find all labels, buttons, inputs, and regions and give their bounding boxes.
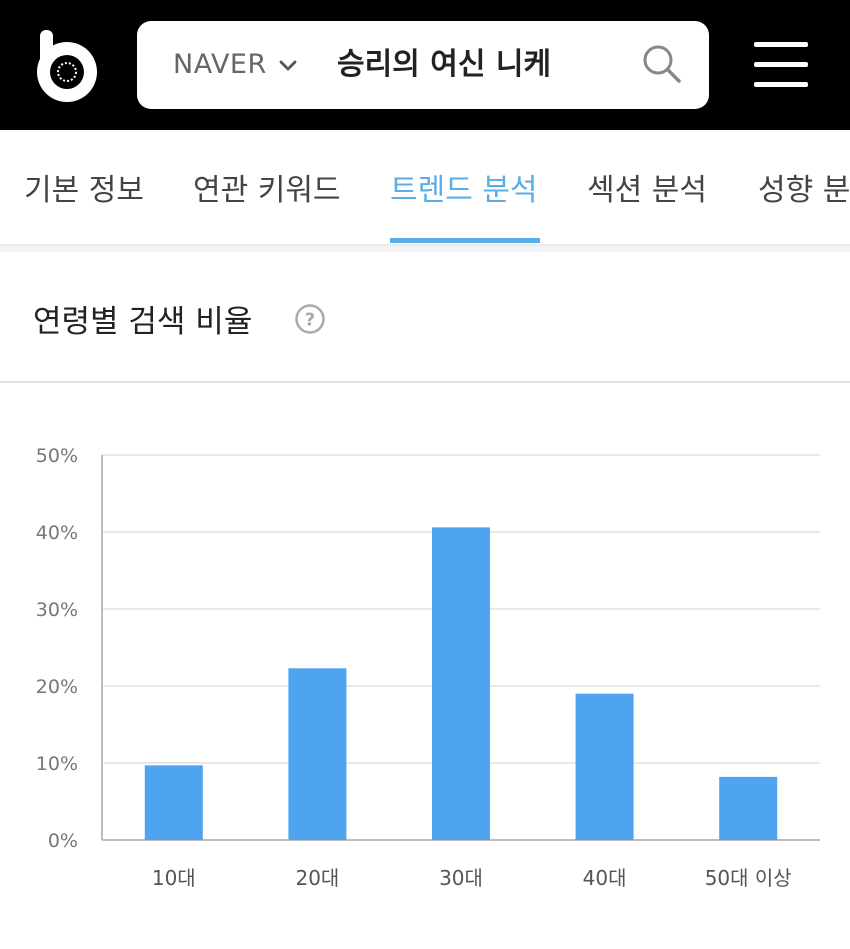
bar[interactable] — [575, 693, 634, 840]
x-tick-label: 10대 — [152, 866, 196, 890]
tab-basic-info[interactable]: 기본 정보 — [24, 173, 144, 208]
svg-text:?: ? — [305, 310, 315, 331]
section-title: 연령별 검색 비율 — [33, 304, 253, 340]
y-tick-label: 40% — [36, 522, 78, 544]
search-icon[interactable] — [639, 41, 685, 87]
bar[interactable] — [432, 527, 490, 840]
section-separator — [0, 246, 850, 252]
tab-tendency-analysis[interactable]: 성향 분 — [758, 173, 850, 208]
section-divider — [0, 381, 850, 383]
chevron-down-icon[interactable] — [277, 54, 299, 76]
search-input[interactable]: 승리의 여신 니케 — [337, 47, 552, 82]
x-tick-label: 40대 — [583, 866, 627, 890]
bar[interactable] — [288, 668, 347, 840]
x-tick-label: 30대 — [439, 866, 483, 890]
tab-section-analysis[interactable]: 섹션 분석 — [587, 173, 707, 208]
y-tick-label: 10% — [36, 753, 78, 775]
bar[interactable] — [144, 765, 203, 840]
y-tick-label: 30% — [36, 599, 78, 621]
hamburger-menu-icon[interactable] — [754, 42, 808, 88]
app-logo[interactable] — [32, 26, 102, 104]
tab-related-keywords[interactable]: 연관 키워드 — [193, 173, 341, 208]
tab-bar: 기본 정보 연관 키워드 트렌드 분석 섹션 분석 성향 분 — [0, 131, 850, 247]
header-bar: NAVER 승리의 여신 니케 — [0, 0, 850, 130]
x-tick-label: 50대 이상 — [705, 866, 792, 890]
search-engine-select[interactable]: NAVER — [173, 49, 267, 80]
help-icon[interactable]: ? — [294, 303, 326, 335]
y-tick-label: 50% — [36, 445, 78, 467]
tab-trend-analysis[interactable]: 트렌드 분석 — [390, 173, 538, 208]
x-tick-label: 20대 — [295, 866, 339, 890]
age-search-ratio-chart: 0% 10% 20% 30% 40% 50% 10대 20대 30대 40대 50대 이상 — [36, 445, 820, 890]
y-tick-label: 0% — [48, 830, 78, 852]
active-tab-indicator — [390, 238, 540, 243]
bar[interactable] — [719, 776, 778, 840]
search-bar: NAVER 승리의 여신 니케 — [137, 21, 709, 109]
y-tick-label: 20% — [36, 676, 78, 698]
